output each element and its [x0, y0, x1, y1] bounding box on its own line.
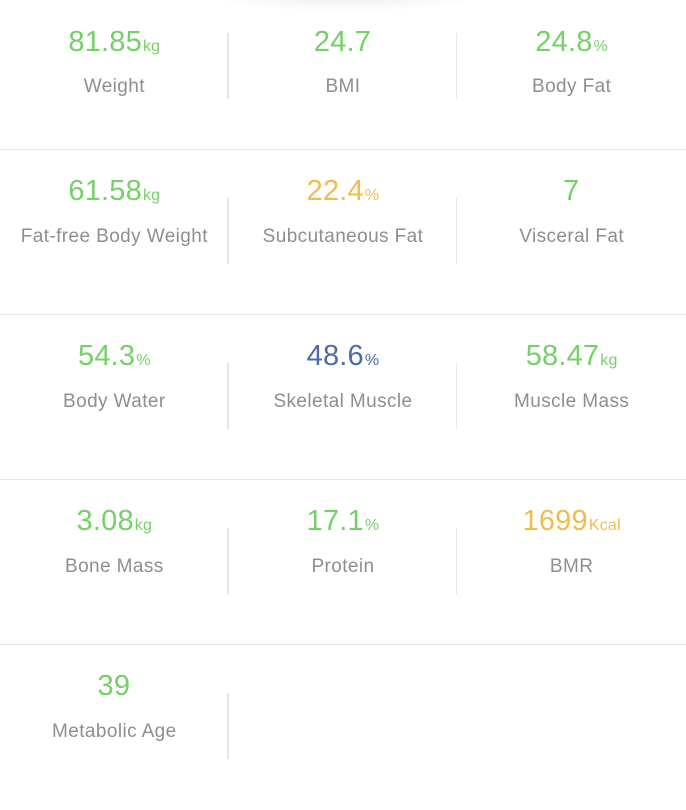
- metric-value: 22.4%: [229, 175, 458, 208]
- metric-fat-free-body-weight[interactable]: 61.58kg Fat-free Body Weight: [0, 150, 229, 314]
- metric-unit: kg: [142, 187, 161, 204]
- metric-number: 81.85: [68, 26, 142, 58]
- metric-visceral-fat[interactable]: 7 Visceral Fat: [457, 150, 686, 314]
- metric-number: 17.1: [306, 505, 364, 537]
- metric-unit: Kcal: [588, 517, 621, 534]
- column-divider: [455, 528, 458, 594]
- metric-number: 48.6: [306, 340, 364, 372]
- metric-value: 7: [457, 175, 686, 208]
- metric-unit: kg: [134, 517, 153, 534]
- metric-value: 58.47kg: [457, 340, 686, 373]
- metric-label: BMI: [325, 76, 361, 97]
- metric-unit: %: [593, 38, 608, 55]
- metric-number: 7: [562, 175, 580, 207]
- metric-row-5: 39 Metabolic Age: [0, 645, 686, 810]
- metric-number: 1699: [522, 505, 588, 537]
- metric-number: 24.7: [313, 26, 372, 58]
- metric-body-fat[interactable]: 24.8% Body Fat: [457, 0, 686, 149]
- metric-weight[interactable]: 81.85kg Weight: [0, 0, 229, 149]
- metric-label: Fat-free Body Weight: [20, 226, 208, 247]
- metric-unit: %: [364, 517, 380, 534]
- metric-number: 54.3: [77, 340, 136, 372]
- metric-row-1: 81.85kg Weight 24.7 BMI 24.8% Body Fat: [0, 0, 686, 150]
- metric-row-2: 61.58kg Fat-free Body Weight 22.4% Subcu…: [0, 150, 686, 315]
- metric-value: 81.85kg: [0, 26, 229, 59]
- metric-unit: %: [364, 352, 380, 369]
- column-divider: [227, 363, 229, 429]
- metric-number: 22.4: [306, 175, 364, 207]
- metric-value: 39: [0, 670, 229, 703]
- metric-label: Visceral Fat: [519, 226, 625, 247]
- column-divider: [455, 363, 458, 429]
- metric-label: Weight: [83, 76, 145, 97]
- metric-number: 24.8: [535, 26, 593, 58]
- metric-label: Protein: [311, 556, 375, 577]
- metric-subcutaneous-fat[interactable]: 22.4% Subcutaneous Fat: [229, 150, 458, 314]
- metric-value: 24.7: [229, 26, 458, 59]
- column-divider: [455, 33, 458, 99]
- column-divider: [227, 528, 229, 594]
- metric-body-water[interactable]: 54.3% Body Water: [0, 315, 229, 479]
- metric-value: 24.8%: [457, 26, 686, 59]
- metric-label: Metabolic Age: [52, 721, 177, 742]
- metric-skeletal-muscle[interactable]: 48.6% Skeletal Muscle: [229, 315, 458, 479]
- metric-number: 61.58: [68, 175, 142, 207]
- metric-metabolic-age[interactable]: 39 Metabolic Age: [0, 645, 229, 810]
- metric-label: Muscle Mass: [514, 391, 630, 412]
- metric-muscle-mass[interactable]: 58.47kg Muscle Mass: [457, 315, 686, 479]
- metric-value: 48.6%: [229, 340, 458, 373]
- metric-label: Bone Mass: [65, 556, 164, 577]
- metric-value: 61.58kg: [0, 175, 229, 208]
- metric-value: 17.1%: [229, 505, 458, 538]
- metric-row-3: 54.3% Body Water 48.6% Skeletal Muscle 5…: [0, 315, 686, 480]
- column-divider: [227, 198, 229, 264]
- metric-protein[interactable]: 17.1% Protein: [229, 480, 458, 644]
- metric-value: 3.08kg: [0, 505, 229, 538]
- column-divider: [227, 33, 229, 99]
- column-divider: [455, 198, 458, 264]
- metric-unit: kg: [600, 352, 618, 369]
- metric-row-4: 3.08kg Bone Mass 17.1% Protein 1699Kcal …: [0, 480, 686, 645]
- metric-label: Body Water: [63, 391, 166, 412]
- column-divider: [227, 693, 229, 759]
- metric-label: BMR: [549, 556, 594, 577]
- metric-bone-mass[interactable]: 3.08kg Bone Mass: [0, 480, 229, 644]
- metric-unit: kg: [142, 38, 161, 55]
- metric-number: 39: [97, 670, 131, 702]
- metric-label: Skeletal Muscle: [273, 391, 413, 412]
- metric-value: 54.3%: [0, 340, 229, 373]
- metric-unit: %: [364, 187, 380, 204]
- metric-bmr[interactable]: 1699Kcal BMR: [457, 480, 686, 644]
- metric-number: 3.08: [76, 505, 134, 537]
- metric-bmi[interactable]: 24.7 BMI: [229, 0, 458, 149]
- metric-number: 58.47: [525, 340, 600, 372]
- metric-unit: %: [136, 352, 151, 369]
- metric-label: Subcutaneous Fat: [262, 226, 424, 247]
- metric-value: 1699Kcal: [457, 505, 686, 538]
- metric-label: Body Fat: [532, 76, 612, 97]
